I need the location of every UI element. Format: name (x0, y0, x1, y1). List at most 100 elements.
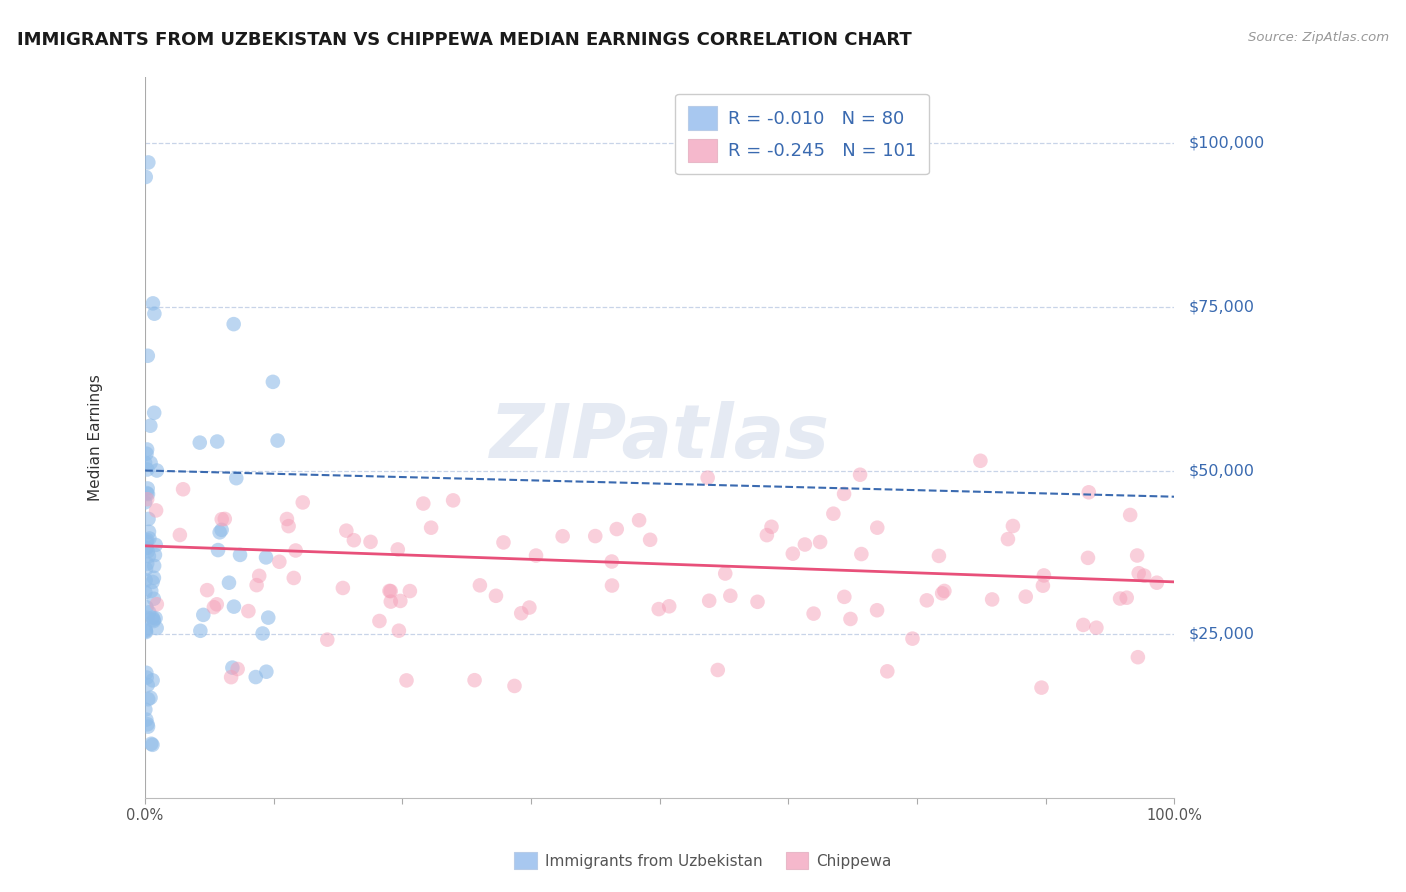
Point (638, 533, 661, 547)
Point (214, 512, 236, 526)
Point (284, 543, 307, 558)
Point (229, 548, 252, 562)
Point (226, 662, 249, 676)
Point (135, 169, 157, 184)
Point (135, 665, 157, 680)
Point (600, 578, 623, 592)
Point (1001, 519, 1024, 533)
Point (136, 155, 159, 169)
Point (755, 528, 778, 542)
Point (142, 296, 165, 310)
Point (782, 547, 804, 561)
Point (190, 624, 212, 638)
Point (832, 487, 855, 501)
Point (135, 623, 157, 637)
Point (492, 535, 515, 549)
Point (761, 520, 783, 534)
Text: IMMIGRANTS FROM UZBEKISTAN VS CHIPPEWA MEDIAN EARNINGS CORRELATION CHART: IMMIGRANTS FROM UZBEKISTAN VS CHIPPEWA M… (17, 31, 911, 49)
Point (262, 375, 284, 389)
Point (1015, 590, 1038, 604)
Point (222, 317, 245, 331)
Point (136, 487, 159, 501)
Point (510, 606, 533, 620)
Point (135, 600, 157, 615)
Point (648, 602, 671, 616)
Legend: R = -0.010   N = 80, R = -0.245   N = 101: R = -0.010 N = 80, R = -0.245 N = 101 (675, 94, 928, 174)
Point (849, 467, 872, 482)
Point (208, 525, 231, 540)
Point (245, 670, 267, 684)
Point (142, 571, 165, 585)
Point (139, 418, 162, 433)
Point (145, 538, 167, 552)
Text: ZIPatlas: ZIPatlas (489, 401, 830, 475)
Point (332, 581, 354, 595)
Point (412, 497, 434, 511)
Point (464, 673, 486, 688)
Text: Median Earnings: Median Earnings (89, 375, 103, 501)
Point (134, 703, 156, 717)
Point (141, 737, 163, 751)
Point (388, 624, 411, 638)
Point (468, 578, 491, 592)
Point (172, 482, 194, 496)
Point (254, 665, 277, 679)
Point (519, 600, 541, 615)
Point (335, 524, 357, 538)
Point (135, 625, 157, 640)
Point (1077, 550, 1099, 565)
Point (193, 607, 215, 622)
Point (221, 660, 243, 674)
Point (981, 592, 1004, 607)
Point (219, 670, 242, 684)
Point (205, 434, 228, 449)
Point (707, 663, 730, 677)
Point (803, 607, 825, 621)
Text: $100,000: $100,000 (1188, 136, 1264, 151)
Point (1085, 621, 1108, 635)
Point (441, 493, 464, 508)
Point (225, 471, 247, 485)
Point (697, 593, 720, 607)
Point (142, 610, 165, 624)
Point (714, 566, 737, 581)
Point (901, 632, 924, 646)
Point (169, 528, 191, 542)
Point (380, 594, 402, 608)
Point (136, 482, 159, 496)
Point (142, 614, 165, 628)
Text: $50,000: $50,000 (1188, 463, 1254, 478)
Point (134, 456, 156, 470)
Point (145, 611, 167, 625)
Point (1133, 568, 1156, 582)
Point (915, 593, 938, 607)
Point (142, 673, 165, 688)
Point (866, 521, 889, 535)
Point (135, 671, 157, 685)
Point (252, 626, 274, 640)
Point (138, 512, 160, 526)
Point (135, 486, 157, 500)
Point (136, 492, 159, 507)
Point (266, 434, 288, 448)
Point (136, 544, 159, 558)
Point (136, 692, 159, 706)
Point (1146, 575, 1168, 590)
Point (222, 599, 245, 614)
Point (551, 529, 574, 543)
Point (969, 454, 991, 468)
Point (146, 597, 169, 611)
Point (145, 621, 167, 635)
Point (378, 583, 401, 598)
Point (142, 574, 165, 589)
Point (1115, 591, 1137, 605)
Point (1032, 579, 1054, 593)
Point (583, 529, 606, 543)
Point (136, 720, 159, 734)
Point (808, 535, 831, 549)
Point (138, 532, 160, 546)
Point (793, 537, 815, 551)
Point (139, 456, 162, 470)
Point (934, 583, 956, 598)
Point (503, 679, 526, 693)
